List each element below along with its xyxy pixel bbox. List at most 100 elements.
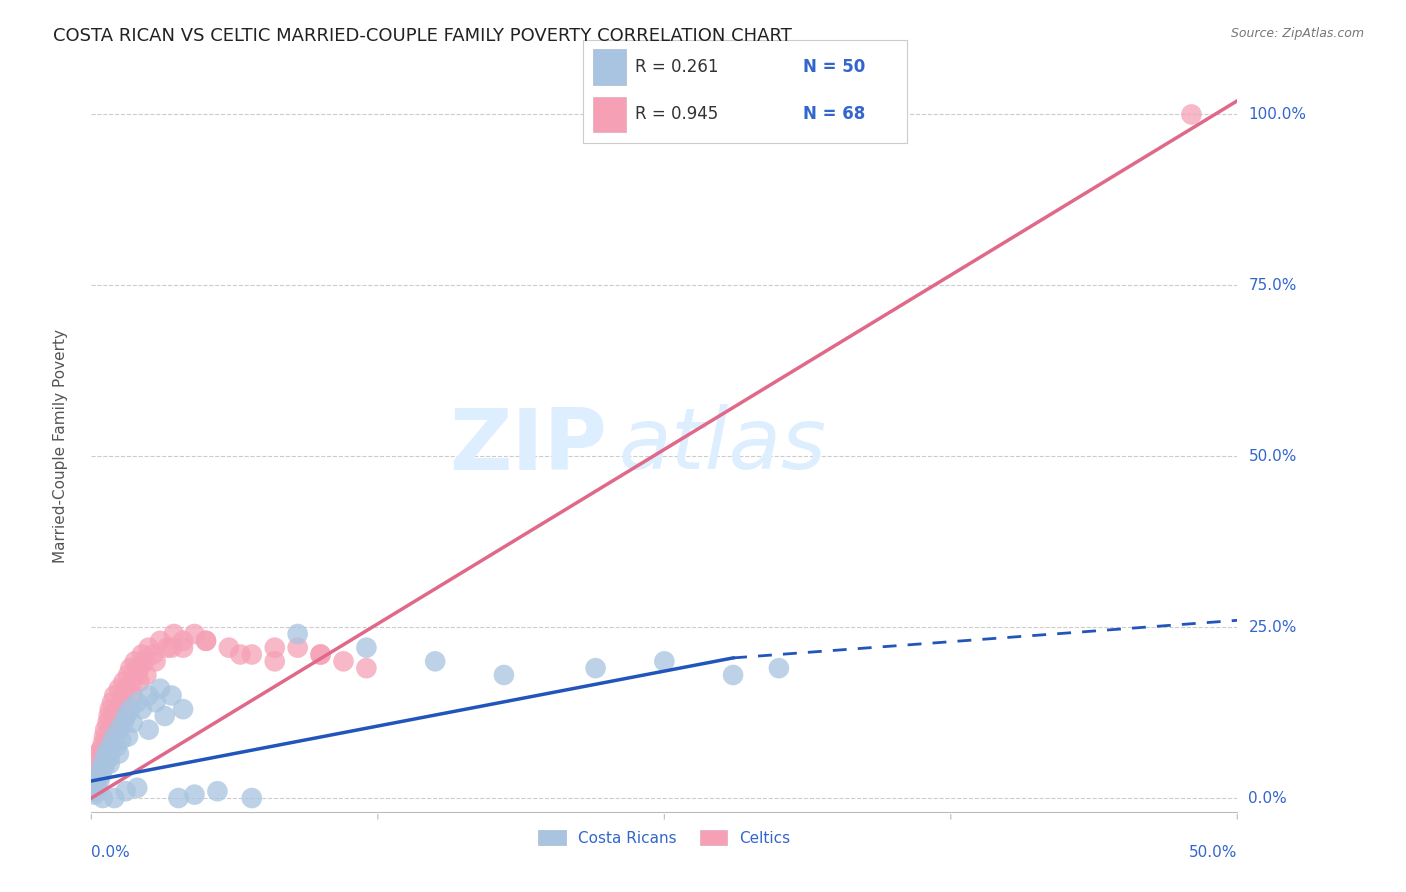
Point [153, 709, 176, 723]
Point [108, 747, 131, 761]
Point [87, 756, 110, 771]
Point [108, 723, 131, 737]
Point [84, 777, 107, 791]
Point [90, 743, 112, 757]
Point [103, 730, 125, 744]
Point [149, 633, 172, 648]
Point [135, 668, 157, 682]
Point [356, 640, 378, 655]
Point [127, 695, 149, 709]
Point [94, 723, 117, 737]
Point [112, 689, 135, 703]
Point [110, 695, 132, 709]
Point [183, 788, 205, 802]
Point [768, 661, 790, 675]
Point [89, 774, 111, 789]
Point [127, 780, 149, 795]
Text: Source: ZipAtlas.com: Source: ZipAtlas.com [1230, 27, 1364, 40]
Point [194, 633, 217, 648]
Point [114, 784, 136, 798]
Point [108, 723, 131, 737]
Point [103, 791, 125, 805]
Point [91, 756, 114, 771]
Point [138, 640, 160, 655]
Point [240, 791, 263, 805]
Point [96, 715, 118, 730]
Point [120, 661, 142, 675]
Point [112, 674, 135, 689]
Point [138, 689, 160, 703]
Point [83, 771, 105, 785]
Point [120, 702, 142, 716]
Point [96, 733, 118, 747]
Point [105, 702, 128, 716]
Point [124, 654, 146, 668]
Point [585, 661, 607, 675]
Text: 100.0%: 100.0% [1249, 107, 1306, 122]
Point [97, 709, 120, 723]
Point [172, 633, 194, 648]
Point [101, 736, 124, 750]
Point [121, 674, 143, 689]
Point [263, 640, 285, 655]
Text: COSTA RICAN VS CELTIC MARRIED-COUPLE FAMILY POVERTY CORRELATION CHART: COSTA RICAN VS CELTIC MARRIED-COUPLE FAM… [53, 27, 793, 45]
Point [94, 750, 117, 764]
Text: 0.0%: 0.0% [91, 845, 131, 860]
Point [1180, 107, 1202, 121]
Point [131, 702, 153, 716]
Text: 50.0%: 50.0% [1189, 845, 1237, 860]
Point [207, 784, 229, 798]
Point [356, 661, 378, 675]
Point [145, 695, 167, 709]
Y-axis label: Married-Couple Family Poverty: Married-Couple Family Poverty [53, 329, 67, 563]
Text: 0.0%: 0.0% [1249, 790, 1286, 805]
Text: 25.0%: 25.0% [1249, 620, 1296, 634]
Point [117, 668, 139, 682]
Text: N = 50: N = 50 [803, 58, 866, 77]
Point [83, 788, 105, 802]
Point [83, 784, 105, 798]
Point [121, 715, 143, 730]
Point [114, 709, 136, 723]
Point [172, 702, 194, 716]
Point [492, 668, 515, 682]
Point [87, 771, 110, 785]
Point [287, 640, 309, 655]
Point [721, 668, 744, 682]
Point [86, 764, 108, 778]
Point [90, 767, 112, 781]
Point [131, 648, 153, 662]
Point [108, 681, 131, 696]
Text: R = 0.261: R = 0.261 [636, 58, 718, 77]
Bar [593, 49, 626, 86]
Point [94, 756, 117, 771]
Point [98, 730, 121, 744]
Point [100, 723, 122, 737]
Point [128, 674, 150, 689]
Point [91, 736, 114, 750]
Point [172, 640, 194, 655]
Point [309, 648, 332, 662]
Point [89, 750, 111, 764]
Text: 75.0%: 75.0% [1249, 277, 1296, 293]
Point [127, 668, 149, 682]
Point [167, 791, 190, 805]
Point [240, 648, 263, 662]
Point [145, 654, 167, 668]
Text: N = 68: N = 68 [803, 105, 866, 123]
Point [142, 648, 165, 662]
Point [218, 640, 240, 655]
Point [103, 689, 125, 703]
Text: ZIP: ZIP [450, 404, 607, 488]
Point [114, 709, 136, 723]
Point [114, 681, 136, 696]
Point [149, 681, 172, 696]
Point [90, 743, 112, 757]
Point [83, 777, 105, 791]
Point [156, 640, 179, 655]
Point [128, 661, 150, 675]
Point [96, 743, 118, 757]
Text: atlas: atlas [619, 404, 827, 488]
Bar [593, 96, 626, 132]
Point [84, 774, 107, 789]
